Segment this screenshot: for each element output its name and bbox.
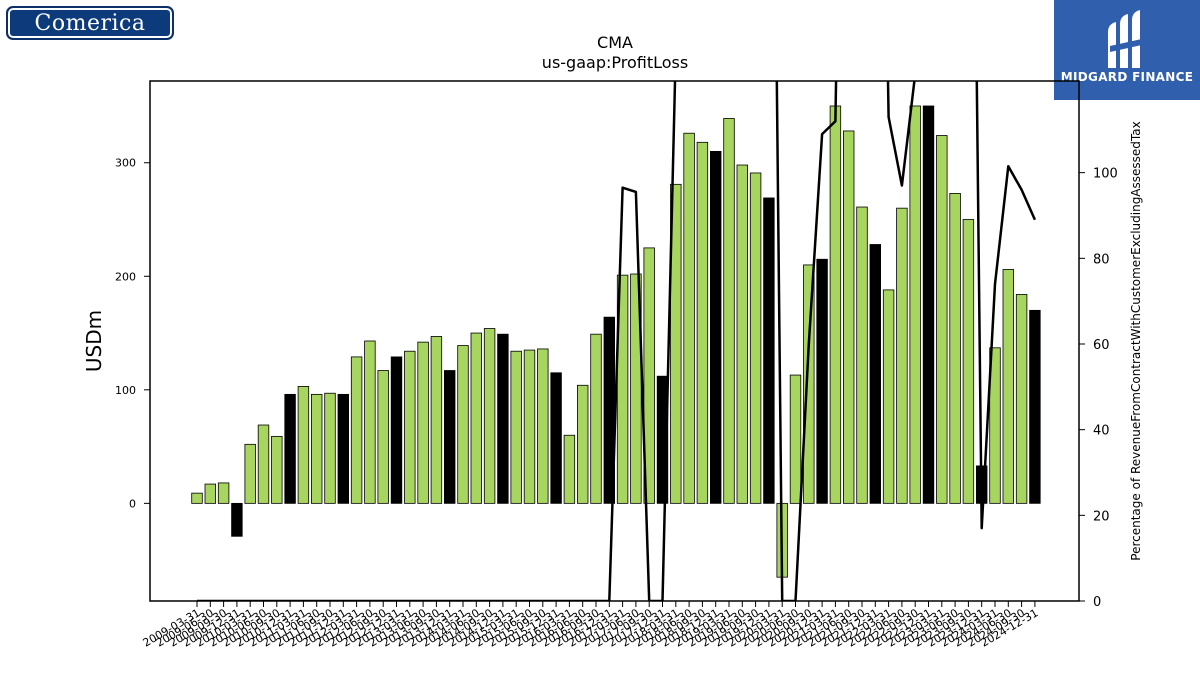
bar-2024-09-30 xyxy=(1015,294,1028,504)
chart-title: CMA xyxy=(597,33,633,52)
bar-2014-06-30 xyxy=(470,332,483,504)
y2-tick-label: 0 xyxy=(1093,595,1101,610)
bar-2016-03-31 xyxy=(563,434,576,504)
y2-tick-label: 80 xyxy=(1093,252,1110,267)
bar-2009-03-31 xyxy=(191,492,203,504)
bar-2018-09-30 xyxy=(696,141,709,504)
bar-2024-06-30 xyxy=(1002,269,1015,504)
bar-2011-09-30 xyxy=(324,392,336,504)
bar-2016-06-30 xyxy=(577,384,589,504)
bar-2010-03-31 xyxy=(244,443,256,504)
bar-2021-12-31 xyxy=(869,244,882,504)
bar-2013-03-31 xyxy=(404,350,416,504)
bar-2023-06-30 xyxy=(949,192,961,504)
bar-2019-09-30 xyxy=(749,172,762,504)
y2-axis-label: Percentage of RevenueFromContractWithCus… xyxy=(1129,121,1143,560)
percentage-line-series xyxy=(197,81,1037,601)
y-axis-label: USDm xyxy=(82,310,106,372)
bar-2014-09-30 xyxy=(483,328,496,504)
bar-2018-03-31 xyxy=(670,183,682,504)
bar-2021-06-30 xyxy=(843,130,855,504)
bar-2012-09-30 xyxy=(377,370,389,504)
bar-2014-03-31 xyxy=(457,345,469,504)
bar-2020-12-31 xyxy=(816,258,828,504)
bar-series xyxy=(191,105,1041,578)
comerica-logo-text: Comerica xyxy=(34,11,146,36)
bar-2010-06-30 xyxy=(257,424,270,504)
bar-2023-09-30 xyxy=(962,219,975,504)
bar-2011-06-30 xyxy=(310,393,323,504)
bar-2022-03-31 xyxy=(882,289,895,504)
y-tick-label: 200 xyxy=(115,270,136,283)
bar-2009-09-30 xyxy=(217,482,230,504)
y-tick-label: 100 xyxy=(115,384,136,397)
bar-2017-09-30 xyxy=(643,247,655,504)
bar-2016-09-30 xyxy=(590,333,602,504)
bar-2019-03-31 xyxy=(723,118,735,504)
comerica-logo: Comerica xyxy=(6,6,174,40)
bar-2012-03-31 xyxy=(350,356,363,504)
bar-2011-03-31 xyxy=(297,386,310,504)
percentage-line xyxy=(197,81,1037,601)
bar-2012-12-31 xyxy=(390,356,403,504)
bar-2021-03-31 xyxy=(829,105,842,504)
bar-2018-06-30 xyxy=(683,132,695,504)
midgard-finance-logo: MIDGARD FINANCE xyxy=(1054,0,1200,100)
y2-tick-label: 60 xyxy=(1093,338,1110,353)
y2-tick-label: 20 xyxy=(1093,509,1110,524)
bar-2022-12-31 xyxy=(922,105,935,504)
y2-tick-label: 100 xyxy=(1093,167,1118,182)
bar-2017-12-31 xyxy=(656,375,669,504)
bar-2020-09-30 xyxy=(803,264,815,504)
bar-2015-03-31 xyxy=(510,350,522,504)
y-axis-right: 0 20 40 60 80 100 xyxy=(1079,167,1118,610)
bar-2019-12-31 xyxy=(763,197,775,504)
plot-frame xyxy=(149,80,1080,602)
midgard-finance-text: MIDGARD FINANCE xyxy=(1060,70,1194,84)
chart-subtitle: us-gaap:ProfitLoss xyxy=(541,53,689,72)
bar-2010-12-31 xyxy=(284,393,296,504)
bar-2019-06-30 xyxy=(736,164,749,504)
bar-2010-09-30 xyxy=(271,435,283,504)
bar-2022-09-30 xyxy=(909,105,921,504)
bar-2013-06-30 xyxy=(417,341,429,504)
bar-2022-06-30 xyxy=(896,207,908,504)
y-tick-label: 0 xyxy=(129,497,136,510)
bar-2012-06-30 xyxy=(364,340,376,504)
bar-2021-09-30 xyxy=(856,206,868,504)
bar-2023-03-31 xyxy=(936,135,948,504)
bar-2013-09-30 xyxy=(430,336,443,504)
bar-2015-12-31 xyxy=(550,372,562,504)
bar-2024-03-31 xyxy=(989,347,1001,504)
bar-2015-06-30 xyxy=(523,349,536,504)
bar-2020-06-30 xyxy=(789,374,802,504)
x-axis: 2009-03-312009-06-302009-09-302009-12-31… xyxy=(141,601,1040,650)
bar-2015-09-30 xyxy=(537,348,549,504)
bar-2018-12-31 xyxy=(710,150,722,504)
bar-2013-12-31 xyxy=(443,370,456,504)
bar-2014-12-31 xyxy=(497,333,509,504)
y-axis-left: 0 100 200 300 xyxy=(115,157,150,510)
y-tick-label: 300 xyxy=(115,157,136,170)
bar-2009-12-31 xyxy=(231,502,243,537)
bar-2011-12-31 xyxy=(337,393,350,504)
bar-2009-06-30 xyxy=(204,483,217,504)
midgard-mark-icon xyxy=(1108,10,1146,68)
y2-tick-label: 40 xyxy=(1093,424,1110,439)
bar-2024-12-31 xyxy=(1029,309,1041,504)
